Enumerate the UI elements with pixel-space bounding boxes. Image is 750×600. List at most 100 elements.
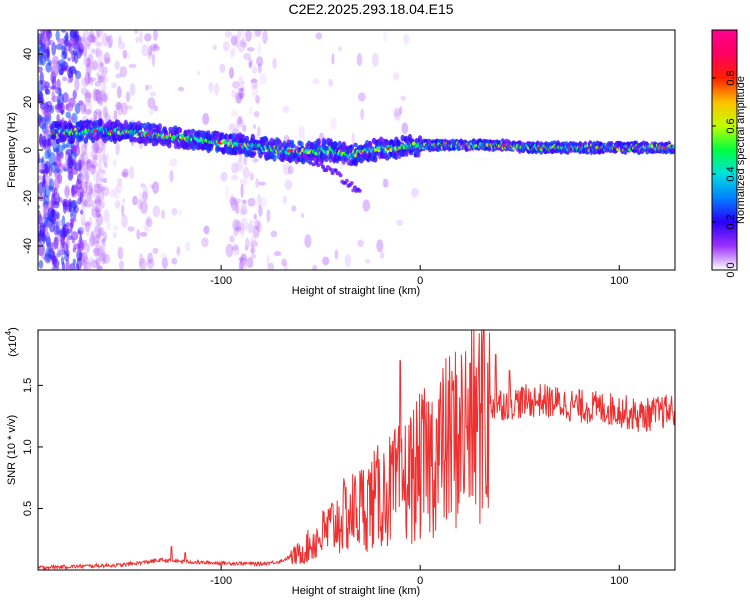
spectrogram-cell	[105, 35, 111, 42]
spectrogram-cell	[51, 266, 60, 270]
chart-title: C2E2.2025.293.18.04.E15	[288, 1, 453, 17]
spectrogram-cell	[266, 254, 270, 268]
spectrogram-cell	[128, 63, 137, 69]
spectrogram-cell	[85, 225, 90, 237]
spectrogram-cell	[250, 235, 256, 247]
spectrogram-cell	[50, 199, 54, 209]
spectrogram-cell	[169, 170, 174, 183]
spectrogram-cell	[160, 252, 168, 259]
spectrogram-cell	[67, 155, 74, 169]
spectrogram-cell	[92, 88, 99, 102]
spectrogram-cell	[97, 60, 102, 73]
spectrogram-cell	[101, 251, 107, 265]
spectrogram-cell	[84, 89, 92, 103]
spectrogram-cell	[85, 57, 91, 68]
spectrogram-cell	[100, 62, 104, 76]
spectrogram-cell	[152, 205, 161, 218]
spectrogram-cell	[81, 143, 88, 156]
spectrogram-cell	[281, 154, 286, 161]
spectrogram-cell	[78, 170, 86, 182]
spectrogram-cell	[85, 54, 92, 63]
spectrogram-cell	[96, 242, 105, 257]
spectrogram-cell	[263, 136, 269, 142]
spectrogram-cell	[81, 77, 88, 88]
spectrogram-cell	[356, 53, 363, 66]
spectrogram-cell	[115, 142, 120, 156]
spectrogram-cell	[167, 141, 172, 149]
spectrogram-cell	[106, 221, 112, 231]
spectrogram-cell	[228, 67, 235, 79]
spectrogram-cell	[149, 91, 157, 97]
spectrogram-cell	[86, 263, 91, 270]
spectrogram-cell	[49, 178, 54, 192]
spectrogram-cell	[88, 53, 94, 65]
spectrogram-cell	[91, 48, 96, 53]
spectrogram-cell	[248, 107, 253, 115]
spectrogram-cell	[97, 50, 104, 64]
spectrogram-cell	[139, 231, 148, 237]
spectrogram-cell	[65, 148, 74, 156]
spectrogram-cell	[240, 37, 247, 45]
spectrogram-cell	[117, 246, 124, 260]
spectrogram-cell	[80, 209, 84, 215]
spectrogram-cell	[238, 87, 244, 92]
spectrogram-cell	[88, 216, 93, 229]
spectrogram-cell	[233, 227, 239, 237]
colorbar-tick-label: 0.0	[725, 262, 737, 277]
spectrogram-cell	[245, 30, 252, 42]
snr-multiplier-exp: 4	[4, 330, 13, 335]
spectrogram-cell	[99, 201, 105, 209]
spectrogram-cell	[42, 174, 46, 188]
spectrogram-cell	[94, 183, 101, 194]
spectrogram-cell	[349, 181, 354, 186]
spectrogram-cell	[112, 224, 119, 232]
spectrogram-cell	[344, 254, 351, 268]
spectrogram-cell	[96, 213, 104, 227]
spectrogram-cell	[250, 240, 259, 248]
spectrogram-cell	[94, 80, 102, 87]
snr-ytick-label: 1.5	[22, 378, 34, 393]
snr-ylabel: SNR (10 * v/v)	[6, 415, 18, 485]
spectrogram-cell	[85, 204, 92, 208]
spectrogram-cell	[94, 245, 99, 257]
spectrogram-cell	[253, 213, 257, 220]
spectrogram-cell	[62, 92, 69, 103]
spectrogram-cell	[61, 30, 66, 33]
spectrogram-cell	[197, 70, 201, 76]
spectrogram-cell	[321, 165, 326, 169]
spectrogram-cell	[90, 230, 95, 235]
spectrogram-cell	[103, 108, 109, 115]
spectrogram-cell	[85, 169, 90, 182]
spectrogram-cell	[83, 262, 88, 268]
spectrogram-cell	[51, 209, 55, 218]
spectrogram-cell	[256, 130, 260, 138]
spectrogram-cell	[98, 253, 106, 262]
spectrogram-cell	[84, 41, 92, 46]
spectrogram-cell	[43, 187, 47, 198]
spectrogram-cell	[104, 112, 110, 123]
spectrogram-cell	[152, 45, 160, 52]
spectrogram-cell	[122, 168, 129, 178]
spectrogram-cell	[43, 108, 52, 120]
spectrogram-cell	[178, 210, 182, 216]
spectrogram-cell	[272, 154, 277, 162]
spectrogram-cell	[129, 83, 136, 96]
spectrogram-cell	[78, 100, 84, 107]
spectrogram-cell	[103, 231, 107, 241]
spectrogram-cell	[99, 249, 106, 261]
spectrogram-cell	[148, 45, 153, 56]
spectrogram-cell	[100, 238, 106, 243]
spectrogram-cell	[152, 247, 159, 255]
spectrogram-cell	[44, 149, 50, 160]
spectrogram-cell	[150, 43, 156, 53]
colorbar-label: Normalized spectral amplitude	[735, 76, 747, 224]
spectrogram-cell	[140, 200, 148, 214]
snr-xtick-label: 100	[610, 575, 628, 587]
spectrogram-cell	[177, 127, 183, 134]
spectrogram-cell	[102, 152, 107, 166]
spectrogram-cell	[77, 238, 84, 249]
spectrogram-cell	[101, 81, 107, 94]
spectrogram-cell	[99, 91, 106, 100]
spectrogram-cell	[95, 209, 101, 218]
spectrogram-cell	[87, 35, 95, 43]
